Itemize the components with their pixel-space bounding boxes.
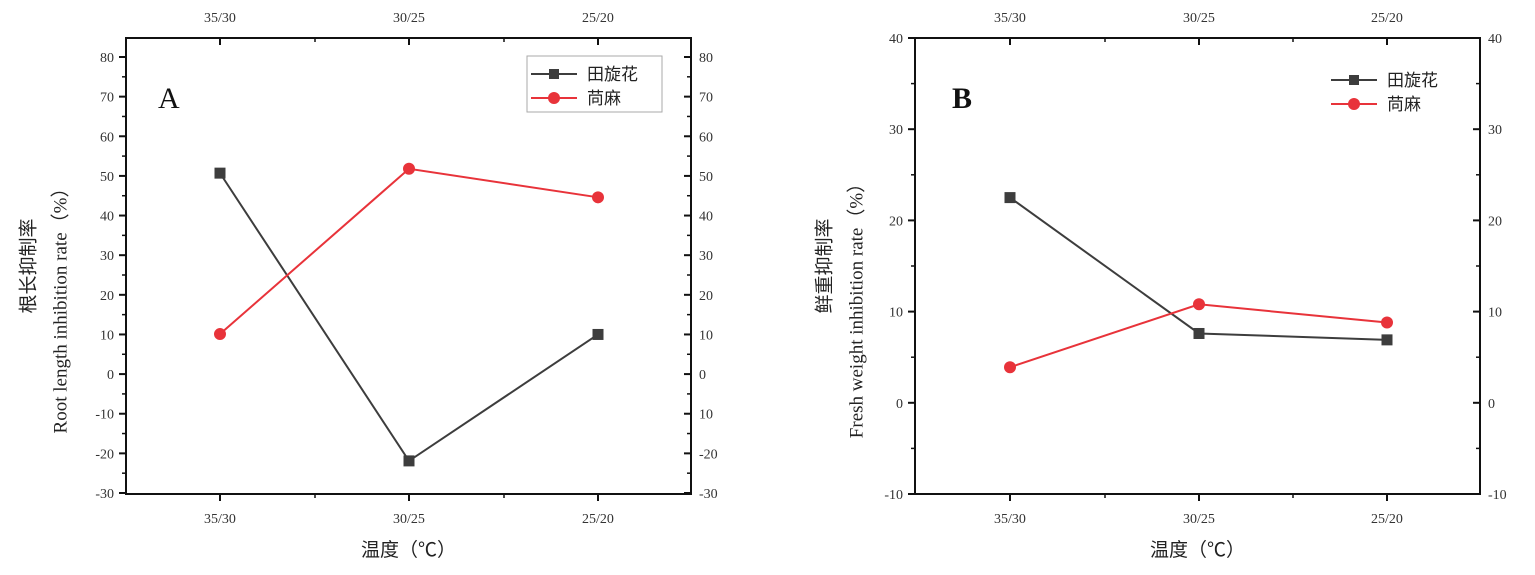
legend-marker-circle [1348,98,1360,110]
y-tick-label-left: 80 [100,51,114,66]
y-axis-title-cn: 鲜重抑制率 [813,218,835,313]
y-tick-label-left: -10 [884,488,903,503]
x-tick-label-top: 30/25 [1183,11,1215,26]
legend-marker-square [1349,75,1359,85]
x-tick-label-top: 30/25 [393,11,425,26]
y-tick-label-left: 10 [100,328,114,343]
x-tick-label-top: 25/20 [1371,11,1403,26]
panel-label: B [952,82,972,115]
y-tick-label-left: 30 [889,123,903,138]
legend-marker-circle [548,92,560,104]
y-tick-label-right: 40 [699,210,713,225]
y-tick-label-right: 30 [699,249,713,264]
data-point-square [403,455,415,467]
y-tick-label-left: -20 [95,447,114,462]
data-point-square [214,167,226,179]
x-tick-label-top: 35/30 [204,11,236,26]
legend-label: 苘麻 [587,89,621,109]
y-tick-label-left: 20 [889,214,903,229]
x-tick-label-bottom: 30/25 [393,512,425,527]
x-tick-label-top: 25/20 [582,11,614,26]
x-tick-label-bottom: 25/20 [1371,512,1403,527]
y-tick-label-left: 0 [896,397,903,412]
chart-panel-a: -30 -30 -20 -20 -10 10 0 0 10 10 20 20 30 30 40 40 50 50 6… [17,11,717,561]
panel-label: A [158,82,180,115]
series-line-qingma [219,167,599,335]
y-axis-title-cn: 根长抑制率 [17,218,39,313]
y-axis-title-en: Fresh weight inhibition rate（%） [845,174,867,438]
y-tick-label-left: 10 [889,306,903,321]
y-tick-label-left: -10 [95,408,114,423]
x-axis-title: 温度（℃） [1150,539,1245,561]
series-line-tianxuanhua [1009,196,1388,341]
data-point-circle [214,328,226,341]
x-tick-label-top: 35/30 [994,11,1026,26]
legend-marker-square [549,69,559,79]
legend-label: 田旋花 [587,65,638,85]
data-point-circle [1381,316,1393,329]
y-tick-label-right: 20 [699,289,713,304]
y-tick-label-left: 40 [889,32,903,47]
data-point-square [592,328,604,340]
y-tick-label-right: -10 [1488,488,1507,503]
y-tick-label-left: 40 [100,210,114,225]
series-line-tianxuanhua [219,172,599,463]
y-tick-label-right: 70 [699,91,713,106]
y-tick-label-left: 60 [100,130,114,145]
y-tick-label-right: 80 [699,51,713,66]
y-tick-label-right: 0 [699,368,706,383]
chart-panel-b: -10 -10 0 0 10 10 20 20 30 30 40 40 35/30 35/30 30/25 3… [813,11,1506,561]
legend-label: 苘麻 [1387,95,1421,115]
y-tick-label-left: 0 [107,368,114,383]
y-tick-label-right: -20 [699,447,718,462]
y-tick-label-right: 40 [1488,32,1502,47]
y-tick-label-right: 10 [699,408,713,423]
data-point-circle [1004,361,1016,374]
y-tick-label-right: -30 [699,487,718,502]
data-point-circle [403,162,415,175]
y-tick-label-right: 0 [1488,397,1495,412]
x-tick-label-bottom: 30/25 [1183,512,1215,527]
y-tick-label-left: -30 [95,487,114,502]
x-tick-label-bottom: 35/30 [994,512,1026,527]
data-point-circle [592,191,604,204]
legend-box [526,55,663,113]
x-axis-title: 温度（℃） [361,539,456,561]
y-axis-title-en: Root length inhibition rate（%） [49,179,71,434]
x-tick-label-bottom: 25/20 [582,512,614,527]
data-point-square [1193,327,1205,339]
y-tick-label-right: 10 [699,328,713,343]
y-tick-label-left: 50 [100,170,114,185]
y-tick-label-right: 30 [1488,123,1502,138]
legend-label: 田旋花 [1387,71,1438,91]
x-tick-label-bottom: 35/30 [204,512,236,527]
y-tick-label-right: 50 [699,170,713,185]
y-tick-label-right: 20 [1488,214,1502,229]
y-tick-label-right: 10 [1488,306,1502,321]
data-point-square [1004,192,1016,204]
y-tick-label-left: 70 [100,91,114,106]
data-point-square [1381,334,1393,346]
data-point-circle [1193,298,1205,311]
y-tick-label-left: 30 [100,249,114,264]
y-tick-label-left: 20 [100,289,114,304]
y-tick-label-right: 60 [699,130,713,145]
